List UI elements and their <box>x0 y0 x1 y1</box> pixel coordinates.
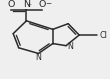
Text: N: N <box>67 42 73 51</box>
Text: O: O <box>7 0 15 9</box>
Text: N: N <box>36 53 41 62</box>
Text: −: − <box>45 1 51 7</box>
Text: O: O <box>38 0 46 9</box>
Text: +: + <box>27 2 32 7</box>
Text: N: N <box>23 0 30 9</box>
Text: Cl: Cl <box>99 31 107 40</box>
